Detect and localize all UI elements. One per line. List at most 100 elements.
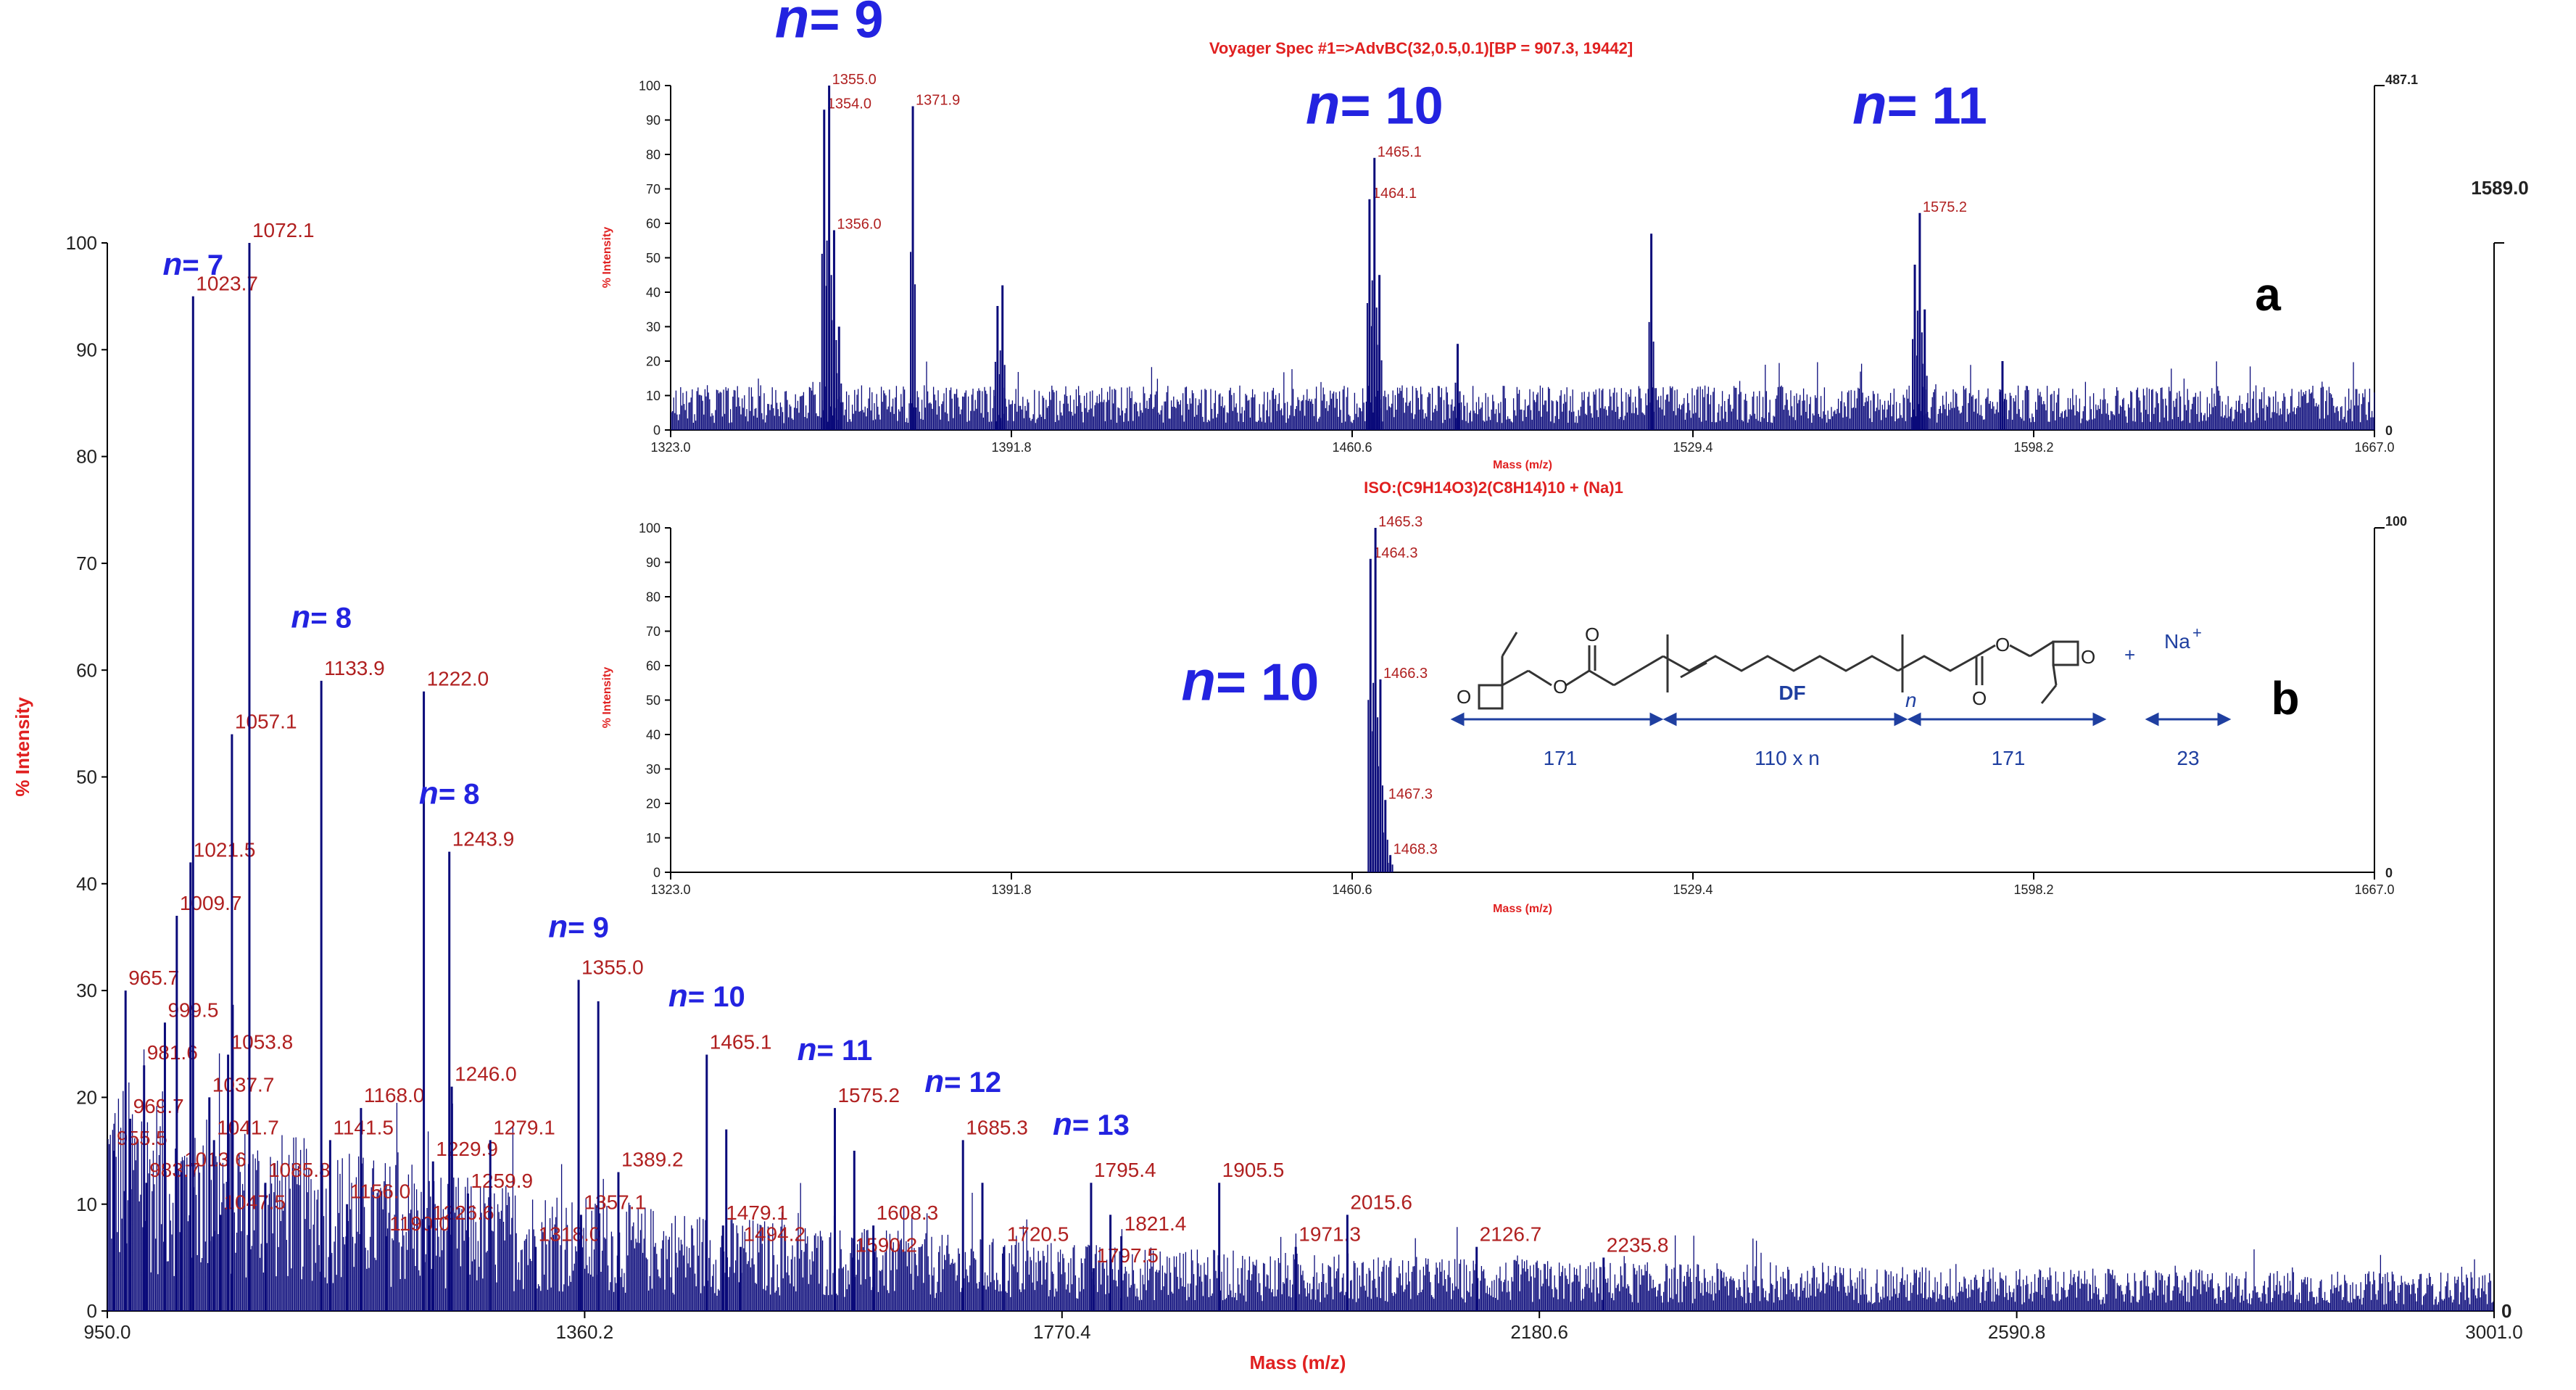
main-peak-label: 1971.3 xyxy=(1299,1223,1361,1246)
n-symbol: n xyxy=(924,1064,944,1099)
inset-b-title: ISO:(C9H14O3)2(C8H14)10 + (Na)1 xyxy=(1364,479,1623,497)
inset-b-x-axis-label: Mass (m/z) xyxy=(1493,903,1552,915)
cation-label: Na xyxy=(2164,630,2190,653)
main-x-tick-label: 1770.4 xyxy=(1033,1321,1091,1343)
main-peak-label: 981.6 xyxy=(147,1041,198,1064)
inset_b-y-tick-label: 30 xyxy=(646,762,660,777)
inset-a-x-axis-label: Mass (m/z) xyxy=(1493,459,1552,471)
main-right-axis-min: 0 xyxy=(2501,1300,2511,1322)
n-value: = 13 xyxy=(1072,1109,1130,1141)
left-ester-bond-1 xyxy=(1565,669,1590,687)
inset_a-y-tick-label: 100 xyxy=(639,78,660,93)
main-n-annotation: n= 8 xyxy=(291,599,352,634)
main-peak-label: 1041.7 xyxy=(217,1116,279,1138)
main-peak-label: 1037.7 xyxy=(212,1073,275,1096)
inset_a-x-tick-label: 1460.6 xyxy=(1332,440,1372,455)
inset_a-noise-trace xyxy=(671,361,2375,430)
inset-a-panel-label: a xyxy=(2255,268,2281,320)
n-symbol: n xyxy=(1852,72,1887,136)
n-symbol: n xyxy=(291,599,310,634)
inset-b-panel-label: b xyxy=(2271,672,2299,724)
main-peak-label: 2126.7 xyxy=(1480,1223,1542,1246)
inset_a-y-tick-label: 40 xyxy=(646,285,660,299)
main-y-tick-label: 80 xyxy=(76,446,97,468)
inset_b-x-tick-label: 1598.2 xyxy=(2013,882,2053,897)
inset-b-right-axis-max: 100 xyxy=(2385,514,2407,529)
n-symbol: n xyxy=(1306,72,1341,136)
main-peak-label: 1465.1 xyxy=(710,1030,772,1053)
n-value: = 8 xyxy=(310,602,352,634)
structure-atoms: O O O O O O DF n + Na + xyxy=(1457,624,2202,711)
right-ester-bond-1 xyxy=(1976,644,1996,658)
main-peak-label: 1389.2 xyxy=(621,1149,684,1171)
main-n-annotation: n= 10 xyxy=(668,978,745,1014)
main-peak-label: 1355.0 xyxy=(581,956,644,978)
n-symbol: n xyxy=(162,247,182,282)
inset_a-y-tick-label: 80 xyxy=(646,147,660,162)
repeat-double-bond xyxy=(1680,661,1707,679)
n-symbol: n xyxy=(419,775,439,811)
arrow-head-3-right xyxy=(2092,712,2107,727)
main-y-tick-label: 70 xyxy=(76,553,97,574)
arrow-head-3-left xyxy=(1907,712,1921,727)
arrow-head-4-left xyxy=(2145,712,2159,727)
main-x-tick-label: 2590.8 xyxy=(1988,1321,2046,1343)
inset-b-y-axis-label: % Intensity xyxy=(601,667,613,729)
inset-a-title: Voyager Spec #1=>AdvBC(32,0.5,0.1)[BP = … xyxy=(1209,39,1633,57)
inset_a-n-annotation: n= 10 xyxy=(1306,72,1444,136)
main-y-tick-label: 60 xyxy=(76,659,97,681)
main-peak-label: 1279.1 xyxy=(493,1116,555,1138)
inset_b-n-annotation: n= 10 xyxy=(1181,649,1319,713)
inset_a-peak-label: 1356.0 xyxy=(837,217,881,233)
main-y-tick-label: 50 xyxy=(76,766,97,788)
inset_b-x-tick-label: 1667.0 xyxy=(2354,882,2394,897)
inset_a-y-tick-label: 70 xyxy=(646,182,660,196)
n-value: = 8 xyxy=(439,778,480,810)
main-chart: % Intensity Mass (m/z) 1589.0 0 0 10 20 30 4… xyxy=(12,177,2529,1373)
n-symbol: n xyxy=(548,909,568,944)
inset_a-peak-label: 1371.9 xyxy=(916,93,960,109)
right-carbonyl-o: O xyxy=(1972,687,1987,709)
right-ester-bond-3 xyxy=(2029,640,2054,658)
segment-label-2: 110 x n xyxy=(1755,747,1820,769)
main-peak-label: 1905.5 xyxy=(1222,1159,1285,1181)
main-y-tick-label: 100 xyxy=(66,232,97,254)
inset_a-y-tick-label: 20 xyxy=(646,354,660,368)
main-x-tick-label: 2180.6 xyxy=(1510,1321,1568,1343)
inset_a-peak-label: 1355.0 xyxy=(832,72,877,88)
left-oxetane-ring xyxy=(1478,684,1504,710)
main-peak-label: 1821.4 xyxy=(1125,1212,1187,1235)
main-y-tick-label: 0 xyxy=(87,1300,97,1322)
main-y-tick-label: 10 xyxy=(76,1194,97,1215)
inset_a-x-tick-label: 1323.0 xyxy=(650,440,690,455)
right-ethyl-bond-2 xyxy=(2040,684,2058,704)
main-peak-label: 1259.9 xyxy=(471,1170,533,1192)
inset_b-peak-label: 1468.3 xyxy=(1393,841,1438,857)
n-symbol: n xyxy=(775,0,810,50)
main-n-annotation: n= 7 xyxy=(162,247,223,282)
inset_b-y-tick-label: 60 xyxy=(646,658,660,673)
n-value: = 9 xyxy=(809,0,883,49)
inset_b-y-tick-label: 10 xyxy=(646,831,660,845)
inset-b-right-axis-min: 0 xyxy=(2385,866,2393,880)
main-peak-label: 1795.4 xyxy=(1094,1159,1156,1181)
arrow-head-4-right xyxy=(2217,712,2232,727)
arrow-head-1-left xyxy=(1450,712,1465,727)
main-peak-label: 2015.6 xyxy=(1350,1191,1412,1213)
main-n-annotation: n= 8 xyxy=(419,775,480,811)
inset_a-y-tick-label: 90 xyxy=(646,113,660,128)
right-oxetane-ring xyxy=(2052,640,2079,666)
inset_b-y-tick-label: 20 xyxy=(646,796,660,811)
main-y-tick-label: 90 xyxy=(76,339,97,360)
main-peak-label: 1243.9 xyxy=(452,828,515,851)
left-ester-bond-3 xyxy=(1613,669,1639,687)
main-peak-label: 1222.0 xyxy=(427,668,489,690)
polymer-structure xyxy=(1478,632,2079,710)
segment-label-1: 171 xyxy=(1544,747,1578,769)
arrow-head-1-right xyxy=(1649,712,1664,727)
inset_b-x-tick-label: 1391.8 xyxy=(991,882,1031,897)
repeat-subscript-n: n xyxy=(1905,689,1917,711)
n-symbol: n xyxy=(1181,649,1216,713)
n-value: = 11 xyxy=(817,1035,873,1067)
